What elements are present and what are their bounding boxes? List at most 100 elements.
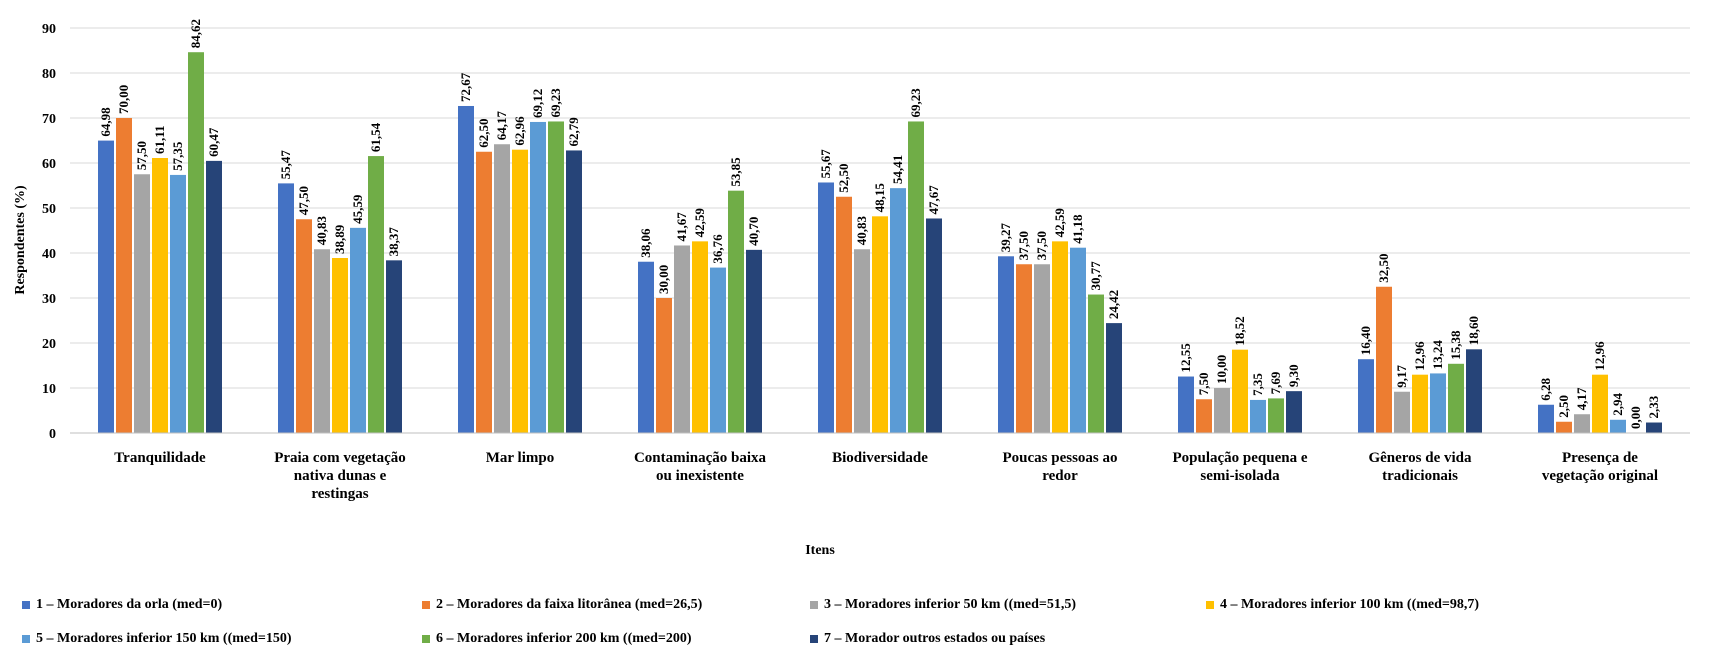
data-label: 64,98 [98, 107, 113, 137]
bar [1376, 286, 1392, 433]
data-label: 4,17 [1574, 387, 1589, 410]
data-label: 18,60 [1466, 316, 1481, 345]
y-tick-label: 10 [42, 382, 56, 397]
data-label: 12,96 [1412, 341, 1427, 371]
bar [1466, 349, 1482, 433]
data-label: 32,50 [1376, 254, 1391, 283]
legend-swatch-4 [1206, 601, 1214, 609]
legend-label-6: 6 – Moradores inferior 200 km ((med=200) [436, 631, 692, 646]
legend-item-3: 3 – Moradores inferior 50 km ((med=51,5) [810, 597, 1206, 613]
bar [206, 160, 222, 433]
bar [494, 144, 510, 434]
bar [548, 121, 564, 433]
bar [332, 257, 348, 433]
legend-swatch-7 [810, 635, 818, 643]
bar [1538, 404, 1554, 433]
bar [1394, 391, 1410, 433]
bar [1106, 323, 1122, 433]
bar [890, 188, 906, 433]
data-label: 18,52 [1232, 316, 1247, 345]
bar [188, 52, 204, 434]
x-tick-label: Poucas pessoas ao redor [1002, 450, 1117, 484]
bar [314, 249, 330, 433]
x-tick-label-line: Tranquilidade [114, 450, 206, 466]
data-label: 53,85 [728, 157, 743, 187]
data-label: 69,23 [548, 88, 563, 118]
bar [1214, 388, 1230, 433]
bar [926, 218, 942, 433]
x-tick-label: Contaminação baixa ou inexistente [634, 450, 767, 484]
x-tick-label-line: Presença de [1562, 450, 1638, 466]
data-label: 57,50 [134, 141, 149, 170]
x-tick-label: População pequena e semi-isolada [1172, 450, 1307, 484]
legend-label-5: 5 – Moradores inferior 150 km ((med=150) [36, 631, 292, 646]
bar [512, 149, 528, 433]
bar [1178, 376, 1194, 433]
x-tick-label-line: redor [1042, 468, 1078, 484]
bar [908, 121, 924, 433]
data-label: 69,23 [908, 88, 923, 118]
legend-swatch-6 [422, 635, 430, 643]
bar [530, 121, 546, 434]
data-label: 62,50 [476, 119, 491, 148]
data-label: 16,40 [1358, 326, 1373, 355]
y-tick-label: 80 [42, 67, 56, 82]
data-label: 40,70 [746, 217, 761, 246]
data-label: 9,30 [1286, 364, 1301, 387]
data-label: 10,00 [1214, 355, 1229, 384]
x-tick-label: Biodiversidade [832, 450, 928, 466]
bar [998, 256, 1014, 433]
bar [134, 174, 150, 433]
x-tick-label: Presença de vegetação original [1542, 450, 1658, 484]
x-tick-label-line: restingas [311, 486, 368, 502]
bar [1088, 294, 1104, 433]
y-tick-label: 60 [42, 157, 56, 172]
bar [458, 105, 474, 434]
bar [1592, 374, 1608, 433]
data-label: 41,18 [1070, 214, 1085, 244]
data-label: 52,50 [836, 164, 851, 193]
bar [728, 190, 744, 433]
data-label: 7,50 [1196, 373, 1211, 396]
bar [1268, 398, 1284, 433]
legend-swatch-3 [810, 601, 818, 609]
bar [854, 249, 870, 433]
bar [566, 150, 582, 433]
x-tick-label-line: semi-isolada [1200, 468, 1280, 484]
x-axis-label: Itens [805, 543, 835, 558]
data-label: 60,47 [206, 127, 221, 157]
data-label: 40,83 [314, 216, 329, 246]
legend-item-4: 4 – Moradores inferior 100 km ((med=98,7… [1206, 597, 1479, 613]
bar [152, 158, 168, 433]
data-label: 47,50 [296, 186, 311, 215]
data-label: 62,96 [512, 116, 527, 146]
data-label: 9,17 [1394, 364, 1409, 387]
data-label: 6,28 [1538, 377, 1553, 400]
bar [1196, 399, 1212, 433]
bar [1646, 422, 1662, 433]
legend-label-3: 3 – Moradores inferior 50 km ((med=51,5) [824, 597, 1077, 612]
data-label: 55,67 [818, 149, 833, 179]
bar [1358, 359, 1374, 433]
data-label: 2,33 [1646, 395, 1661, 418]
data-label: 24,42 [1106, 290, 1121, 319]
x-axis-categories: Tranquilidade Praia com vegetação nativa d… [114, 450, 1658, 502]
x-tick-label: Praia com vegetação nativa dunas e resting… [274, 450, 406, 502]
x-tick-label-line: Mar limpo [486, 450, 554, 466]
legend-label-1: 1 – Moradores da orla (med=0) [36, 597, 223, 612]
data-label: 0,00 [1628, 406, 1643, 429]
data-label: 69,12 [530, 89, 545, 118]
x-tick-label-line: vegetação original [1542, 468, 1658, 484]
bar [836, 196, 852, 433]
bar [746, 249, 762, 433]
bar [98, 140, 114, 433]
data-label: 42,59 [692, 208, 707, 238]
y-axis-label: Respondentes (%) [13, 185, 28, 295]
bar [368, 156, 384, 433]
x-tick-label-line: Poucas pessoas ao [1002, 450, 1117, 466]
data-label: 37,50 [1016, 231, 1031, 260]
data-label: 62,79 [566, 117, 581, 147]
bar [1556, 421, 1572, 433]
bar [1052, 241, 1068, 433]
